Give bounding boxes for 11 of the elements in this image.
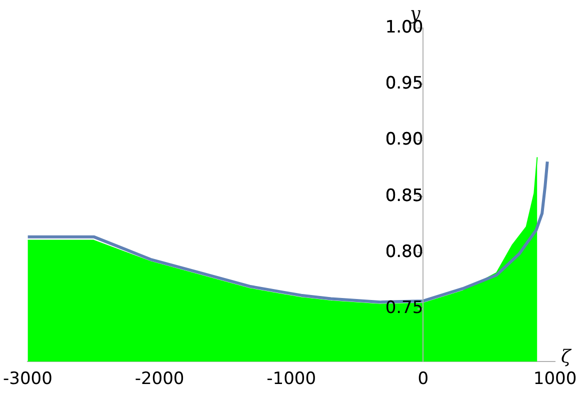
x-tick-label: 1000: [533, 369, 577, 390]
y-tick-label: 0.80: [385, 242, 424, 262]
x-axis-title: ζ: [561, 346, 572, 368]
y-tick-label: 0.90: [385, 130, 424, 150]
x-tick-label: -1000: [266, 369, 316, 390]
x-tick-label: -3000: [2, 369, 52, 390]
y-tick-label: 0.95: [385, 74, 424, 94]
y-tick-label: 0.75: [385, 298, 424, 318]
x-tick-label: 0: [418, 369, 429, 390]
x-tick-label: -2000: [134, 369, 184, 390]
y-tick-label: 0.85: [385, 186, 424, 206]
